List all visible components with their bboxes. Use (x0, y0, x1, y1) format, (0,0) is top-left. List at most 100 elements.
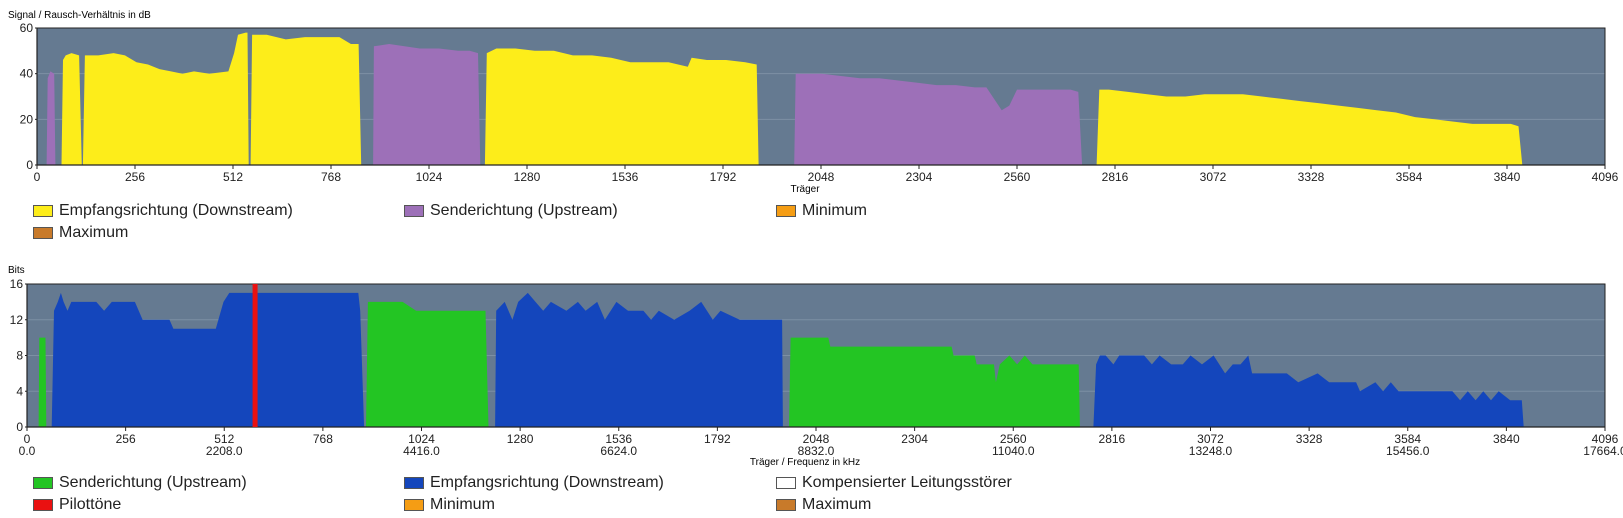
x-tick-label: 2304 (906, 170, 933, 184)
x-tick-label: 1536 (605, 432, 632, 446)
x-tick-label: 2048 (803, 432, 830, 446)
minimum-swatch (776, 205, 796, 217)
y-tick-label: 40 (20, 67, 34, 81)
series-area (794, 73, 1083, 165)
frequency-tick-label: 6624.0 (600, 444, 637, 458)
frequency-tick-label: 0.0 (19, 444, 36, 458)
series-area (38, 337, 47, 427)
legend-label: Kompensierter Leitungsstörer (802, 474, 1012, 491)
frequency-tick-label: 2208.0 (206, 444, 243, 458)
x-tick-label: 2560 (1000, 432, 1027, 446)
x-tick-label: 3072 (1200, 170, 1227, 184)
series-area (46, 71, 56, 165)
y-tick-label: 20 (20, 112, 34, 126)
y-tick-label: 0 (16, 420, 23, 434)
frequency-tick-label: 8832.0 (798, 444, 835, 458)
legend-item-compensated: Kompensierter Leitungsstörer (776, 474, 1012, 492)
upstream-bits-swatch (33, 477, 53, 489)
maximum-bits-swatch (776, 499, 796, 511)
legend-item-maximum: Maximum (33, 224, 128, 242)
x-tick-label: 0 (24, 432, 31, 446)
x-tick-label: 1792 (704, 432, 731, 446)
series-area (789, 337, 1080, 427)
legend-label: Empfangsrichtung (Downstream) (430, 474, 664, 491)
legend-item-minimum: Minimum (776, 202, 867, 220)
bits-chart: Bits 0 4 8 12 16 0 256 512 768 1024 1280 1536 1792 2… (8, 265, 1623, 468)
x-tick-label: 3328 (1298, 170, 1325, 184)
series-area (495, 292, 783, 427)
x-tick-label: 3328 (1296, 432, 1323, 446)
series-area (51, 292, 365, 427)
legend-label: Senderichtung (Upstream) (59, 474, 247, 491)
series-area (1096, 89, 1523, 165)
legend-item-pilot: Pilottöne (33, 496, 121, 514)
snr-series (36, 27, 1606, 166)
snr-chart: Signal / Rausch-Verhältnis in dB 0 20 40 60… (8, 10, 1619, 195)
pilot-tone-marker (252, 284, 258, 427)
x-tick-label: 2304 (901, 432, 928, 446)
x-tick-label: 1536 (612, 170, 639, 184)
y-tick-label: 16 (10, 277, 24, 291)
series-area (1093, 355, 1524, 427)
snr-y-ticks: 0 20 40 60 (20, 21, 37, 172)
x-tick-label: 4096 (1592, 170, 1619, 184)
legend-item-upstream: Senderichtung (Upstream) (404, 202, 618, 220)
bits-x-axis-label: Träger / Frequenz in kHz (750, 457, 860, 468)
frequency-tick-label: 13248.0 (1189, 444, 1233, 458)
x-tick-label: 3840 (1493, 432, 1520, 446)
legend-item-upstream-bits: Senderichtung (Upstream) (33, 474, 247, 492)
y-tick-label: 4 (16, 384, 23, 398)
legend-label: Pilottöne (59, 496, 122, 513)
legend-item-maximum-bits: Maximum (776, 496, 871, 514)
legend-label: Minimum (430, 496, 495, 513)
frequency-tick-label: 11040.0 (992, 444, 1035, 458)
legend-label: Senderichtung (Upstream) (430, 202, 618, 219)
legend-item-downstream: Empfangsrichtung (Downstream) (33, 202, 293, 220)
y-tick-label: 0 (26, 158, 33, 172)
snr-y-axis-label: Signal / Rausch-Verhältnis in dB (8, 10, 151, 21)
frequency-tick-label: 4416.0 (403, 444, 440, 458)
legend-label: Minimum (802, 202, 867, 219)
x-tick-label: 3584 (1396, 170, 1423, 184)
bits-pilot-tones (252, 284, 258, 427)
x-tick-label: 3072 (1197, 432, 1224, 446)
bits-y-axis-label: Bits (8, 265, 25, 276)
snr-x-ticks: 0 256 512 768 1024 1280 1536 1792 2048 2304 2560 28… (34, 165, 1619, 184)
bits-series (26, 283, 1606, 428)
legend-label: Maximum (59, 224, 129, 241)
compensated-swatch (776, 477, 796, 489)
x-tick-label: 1792 (710, 170, 737, 184)
x-tick-label: 2816 (1102, 170, 1129, 184)
series-area (373, 44, 481, 165)
x-tick-label: 256 (125, 170, 145, 184)
bits-x-ticks: 0 256 512 768 1024 1280 1536 1792 2048 2304 2560 28… (24, 427, 1619, 446)
bits-frequency-ticks: 0.0 2208.0 4416.0 6624.0 8832.0 11040.0 13248.… (19, 444, 1623, 458)
bits-y-ticks: 0 4 8 12 16 (10, 277, 27, 434)
x-tick-label: 256 (116, 432, 136, 446)
minimum-bits-swatch (404, 499, 424, 511)
x-tick-label: 1024 (408, 432, 435, 446)
legend-label: Empfangsrichtung (Downstream) (59, 202, 293, 219)
x-tick-label: 4096 (1592, 432, 1619, 446)
x-tick-label: 0 (34, 170, 41, 184)
frequency-tick-label: 15456.0 (1386, 444, 1430, 458)
legend-label: Maximum (802, 496, 872, 513)
series-area (250, 34, 362, 165)
x-tick-label: 2560 (1004, 170, 1031, 184)
upstream-swatch (404, 205, 424, 217)
y-tick-label: 60 (20, 21, 34, 35)
x-tick-label: 512 (223, 170, 243, 184)
legend-item-minimum-bits: Minimum (404, 496, 495, 514)
frequency-tick-label: 17664.0 (1583, 444, 1623, 458)
y-tick-label: 12 (10, 313, 24, 327)
x-tick-label: 1024 (416, 170, 443, 184)
x-tick-label: 1280 (514, 170, 541, 184)
x-tick-label: 1280 (507, 432, 534, 446)
downstream-swatch (33, 205, 53, 217)
pilot-swatch (33, 499, 53, 511)
x-tick-label: 2816 (1099, 432, 1126, 446)
x-tick-label: 3584 (1394, 432, 1421, 446)
legend-item-downstream-bits: Empfangsrichtung (Downstream) (404, 474, 664, 492)
snr-x-axis-label: Träger (790, 184, 820, 195)
